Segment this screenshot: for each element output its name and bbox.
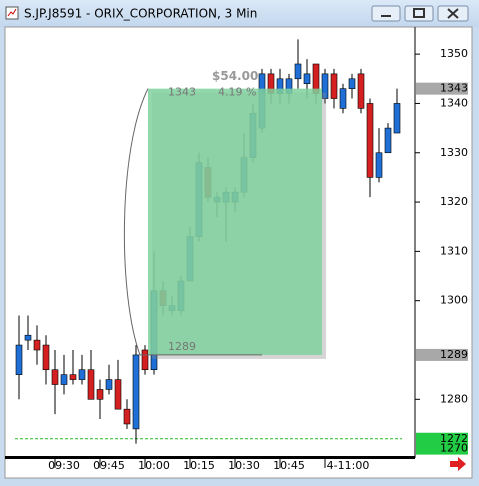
candle-body [348,78,356,89]
candle-body [321,73,329,99]
x-tick-label: 10:15 [183,459,215,472]
candle-body [141,349,149,371]
candle-body [96,389,104,400]
close-glyph [447,8,459,19]
y-tick-label: 1310 [440,244,468,257]
candle-body [51,369,59,385]
candle-body [366,103,374,178]
window-title: S.JP.J8591 - ORIX_CORPORATION, 3 Min [24,7,257,21]
candle-body [78,369,86,380]
y-tick-label: 1330 [440,146,468,159]
candle-body [375,152,383,178]
candle-body [384,127,392,154]
maximize-button[interactable] [404,5,434,22]
price-marker [416,348,468,361]
candle-body [303,73,311,85]
candle-body [339,88,347,109]
candle-body [33,339,41,351]
price-marker [416,82,468,95]
candle-body [87,369,95,400]
y-tick-label: 1350 [440,47,468,60]
measure-change: $54.00 [212,69,258,83]
candle-body [132,354,140,430]
measure-arc [123,88,149,356]
candle-body [24,334,32,341]
time-axis-line [5,456,415,459]
price-marker-label: 1289 [440,348,468,361]
measure-percent: 4.19 % [218,86,256,99]
candle-body [357,73,365,109]
candle-body [330,73,338,99]
y-tick-label: 1280 [440,392,468,405]
y-tick-label: 1340 [440,96,468,109]
x-tick-label: 10:30 [228,459,260,472]
y-tick-label: 1300 [440,294,468,307]
candle-body [294,63,302,80]
candle-body [105,379,113,390]
price-marker-label: 1343 [440,82,468,95]
y-tick-label: 1320 [440,195,468,208]
app-icon-graph [7,8,17,17]
scroll-arrow[interactable] [450,457,466,471]
measure-box [148,88,322,355]
x-tick-label: 09:45 [93,459,125,472]
candle-body [15,344,23,375]
price-marker [416,442,468,455]
price-marker-label: 1270 [440,442,468,455]
maximize-glyph [413,8,425,18]
candle-body [69,374,77,380]
candle-body [114,379,122,410]
x-tick-label: 10:00 [138,459,170,472]
minimize-button[interactable] [371,5,401,22]
x-tick-label: 09:30 [48,459,80,472]
x-tick-label: 4-11:00 [327,459,370,472]
x-tick-label: 10:45 [273,459,305,472]
price-marker [416,432,468,445]
candle-body [123,408,131,425]
measure-top-label: 1343 [168,86,196,99]
candle-body [42,344,50,371]
measure-bottom-label: 1289 [168,340,196,353]
price-marker-label: 1272 [440,432,468,445]
candle-body [60,374,68,385]
candle-body [393,103,401,134]
